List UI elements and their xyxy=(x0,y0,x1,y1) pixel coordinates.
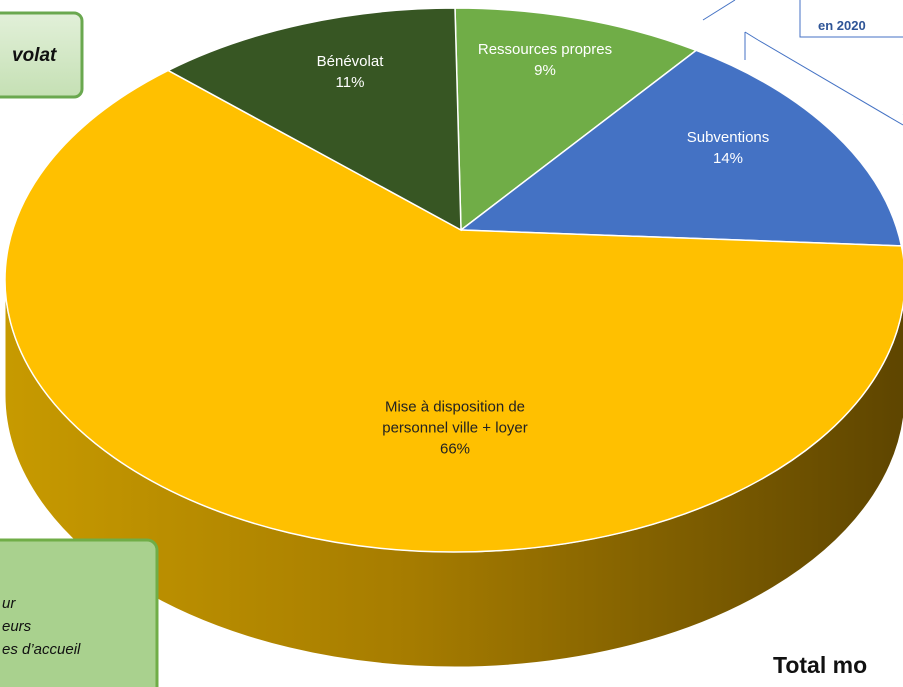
pie xyxy=(4,7,903,668)
slice-label: Mise à disposition de personnel ville + … xyxy=(360,397,550,460)
annotation: eurs xyxy=(2,618,32,635)
annotation: ur xyxy=(2,595,16,612)
annotation: Total mo xyxy=(773,652,868,678)
category-label: Ressources propres xyxy=(477,41,613,58)
callout-box xyxy=(0,11,84,99)
pie-slice xyxy=(458,49,903,247)
annotation: volat xyxy=(12,45,57,66)
category-label: Subventions xyxy=(686,129,770,146)
callout-line xyxy=(757,39,903,126)
callout-line xyxy=(744,31,759,41)
category-label: Bénévolat xyxy=(316,53,384,70)
annotation: es d’accueil xyxy=(2,641,81,658)
slice-label: Subventions 14% xyxy=(687,127,770,169)
pie-slice xyxy=(166,7,462,232)
callout-line xyxy=(702,0,736,21)
value-label: 11% xyxy=(335,74,365,91)
callout-box xyxy=(799,0,903,38)
value-label: 9% xyxy=(534,62,556,79)
value-label: 66% xyxy=(439,440,471,458)
slice-label: Ressources propres 9% xyxy=(478,39,612,81)
annotation: en 2020 xyxy=(818,18,866,33)
pie-slice xyxy=(4,69,903,553)
slice-label: Bénévolat 11% xyxy=(317,51,384,93)
category-label: Mise à disposition de personnel ville + … xyxy=(382,398,528,437)
value-label: 14% xyxy=(712,150,744,167)
pie-slice xyxy=(454,7,698,232)
callout-box xyxy=(0,538,159,687)
